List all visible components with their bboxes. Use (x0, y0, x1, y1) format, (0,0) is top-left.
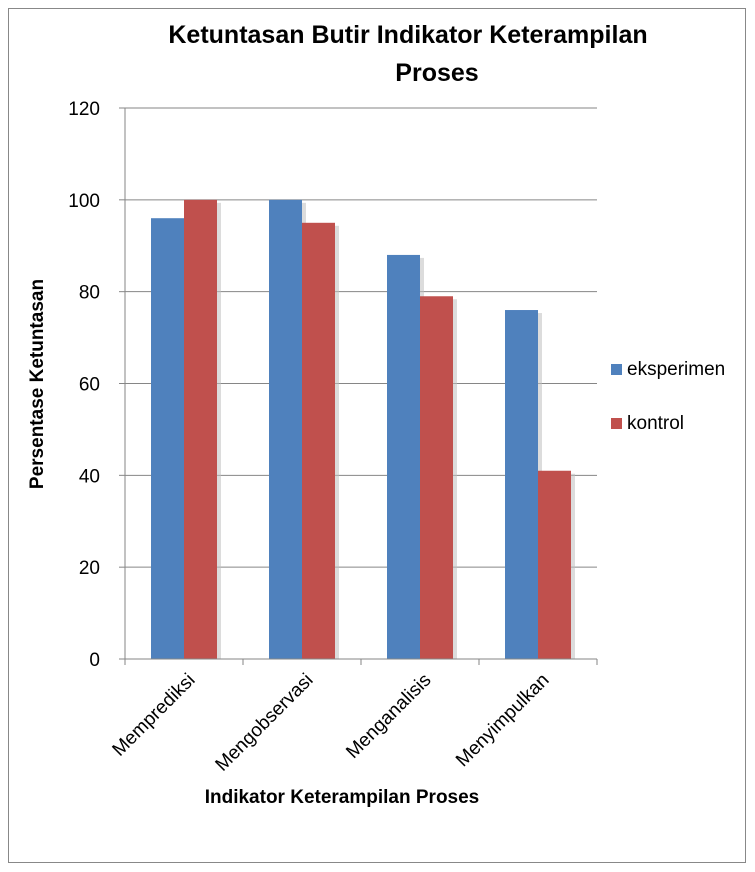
legend-swatch-eksperimen (611, 364, 622, 375)
chart-frame (8, 8, 746, 863)
bars (151, 199, 575, 660)
y-tick-label: 20 (79, 558, 100, 579)
x-tick-label: Menyimpulkan (452, 670, 553, 771)
bar-kontrol (302, 222, 335, 659)
y-tick-label: 100 (68, 191, 100, 212)
x-tick-label: Mengobservasi (212, 670, 318, 776)
bar-eksperimen (505, 310, 538, 659)
bar-eksperimen (269, 199, 302, 660)
y-tick-labels: 0 20 40 60 80 100 120 (68, 99, 100, 671)
bar-eksperimen (151, 218, 184, 659)
x-tick-label: Menganalisis (342, 670, 435, 763)
y-tick-label: 40 (79, 466, 100, 487)
legend-swatch-kontrol (611, 418, 622, 429)
bar-kontrol (184, 199, 217, 660)
y-tick-label: 120 (68, 99, 100, 120)
x-tick-label: Memprediksi (109, 670, 200, 761)
legend-label-eksperimen: eksperimen (627, 359, 725, 380)
y-tick-label: 60 (79, 375, 100, 396)
chart-title-line-1: Ketuntasan Butir Indikator Keterampilan (168, 21, 647, 49)
chart-title-line-2: Proses (395, 59, 478, 87)
x-axis-title: Indikator Keterampilan Proses (205, 787, 480, 808)
x-tick-labels: Memprediksi Mengobservasi Menganalisis Meny… (109, 670, 554, 776)
axes (119, 107, 598, 665)
legend-label-kontrol: kontrol (627, 413, 684, 434)
y-tick-label: 80 (79, 283, 100, 304)
bar-eksperimen (387, 254, 420, 659)
legend: eksperimen kontrol (611, 359, 725, 434)
bar-kontrol (420, 296, 453, 659)
bar-kontrol (538, 470, 571, 659)
y-axis-title: Persentase Ketuntasan (27, 279, 48, 489)
y-tick-label: 0 (89, 650, 100, 671)
